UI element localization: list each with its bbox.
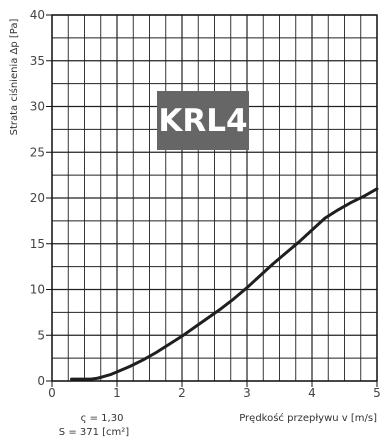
zeta-note: ς = 1,30 <box>81 413 124 424</box>
x-tick-label: 5 <box>373 386 380 400</box>
y-tick-label: 40 <box>30 8 45 22</box>
grid <box>51 14 378 382</box>
y-axis-label: Strata ciśnienia Δp [Pa] <box>8 19 20 136</box>
y-tick-label: 10 <box>30 283 45 297</box>
x-tick-label: 2 <box>178 386 186 400</box>
pressure-loss-line <box>70 187 379 381</box>
badge-text: KRL4 <box>158 103 247 139</box>
badge: KRL4 <box>157 91 249 150</box>
y-tick-label: 35 <box>30 54 45 68</box>
x-tick-label: 0 <box>48 386 56 400</box>
axes <box>46 14 378 387</box>
area-note: S = 371 [cm²] <box>59 427 129 438</box>
y-tick-label: 0 <box>37 374 45 388</box>
x-axis-label: Prędkość przepływu v [m/s] <box>239 412 377 424</box>
badge-box <box>157 91 249 150</box>
y-tick-label: 15 <box>30 237 45 251</box>
y-tick-label: 20 <box>30 191 45 205</box>
x-tick-label: 1 <box>113 386 121 400</box>
series-layer <box>70 187 379 381</box>
x-tick-label: 4 <box>308 386 316 400</box>
tick-labels: 0 1 2 3 4 5 0 5 10 15 20 25 30 35 40 <box>30 8 380 400</box>
x-tick-label: 3 <box>243 386 251 400</box>
y-tick-label: 30 <box>30 100 45 114</box>
y-tick-label: 5 <box>37 328 45 342</box>
y-tick-label: 25 <box>30 145 45 159</box>
